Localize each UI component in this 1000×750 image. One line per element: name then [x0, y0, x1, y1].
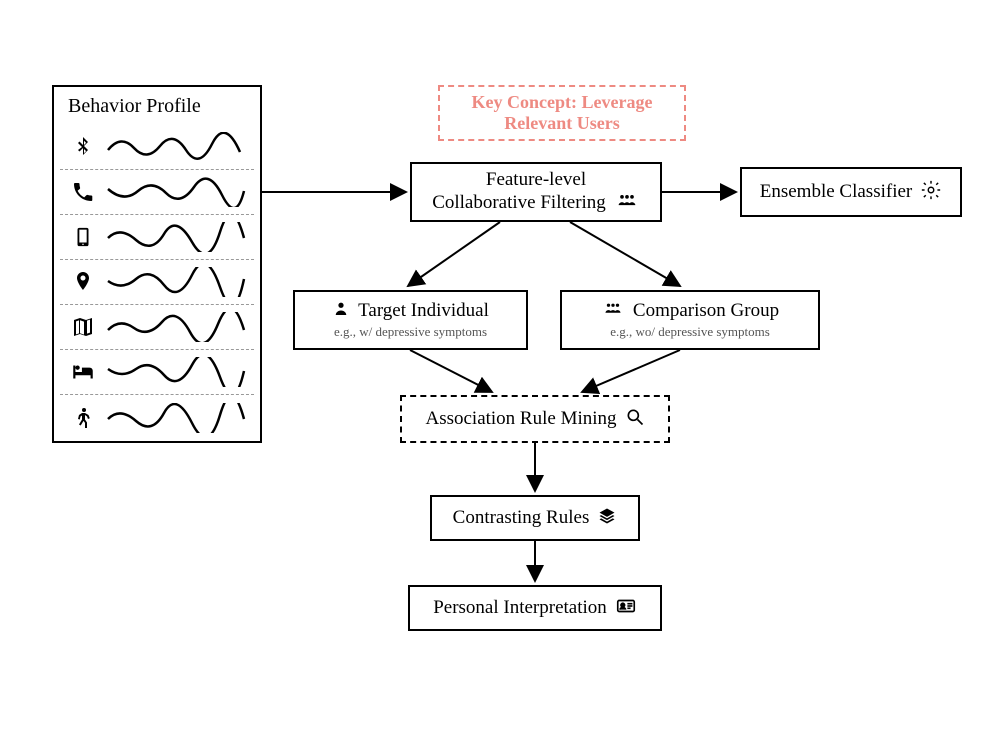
arrow-comparison-to-assoc: [582, 350, 680, 392]
arrow-collab-to-target: [408, 222, 500, 286]
arrow-target-to-assoc: [410, 350, 492, 392]
arrow-collab-to-comparison: [570, 222, 680, 286]
arrows-layer: [0, 0, 1000, 750]
